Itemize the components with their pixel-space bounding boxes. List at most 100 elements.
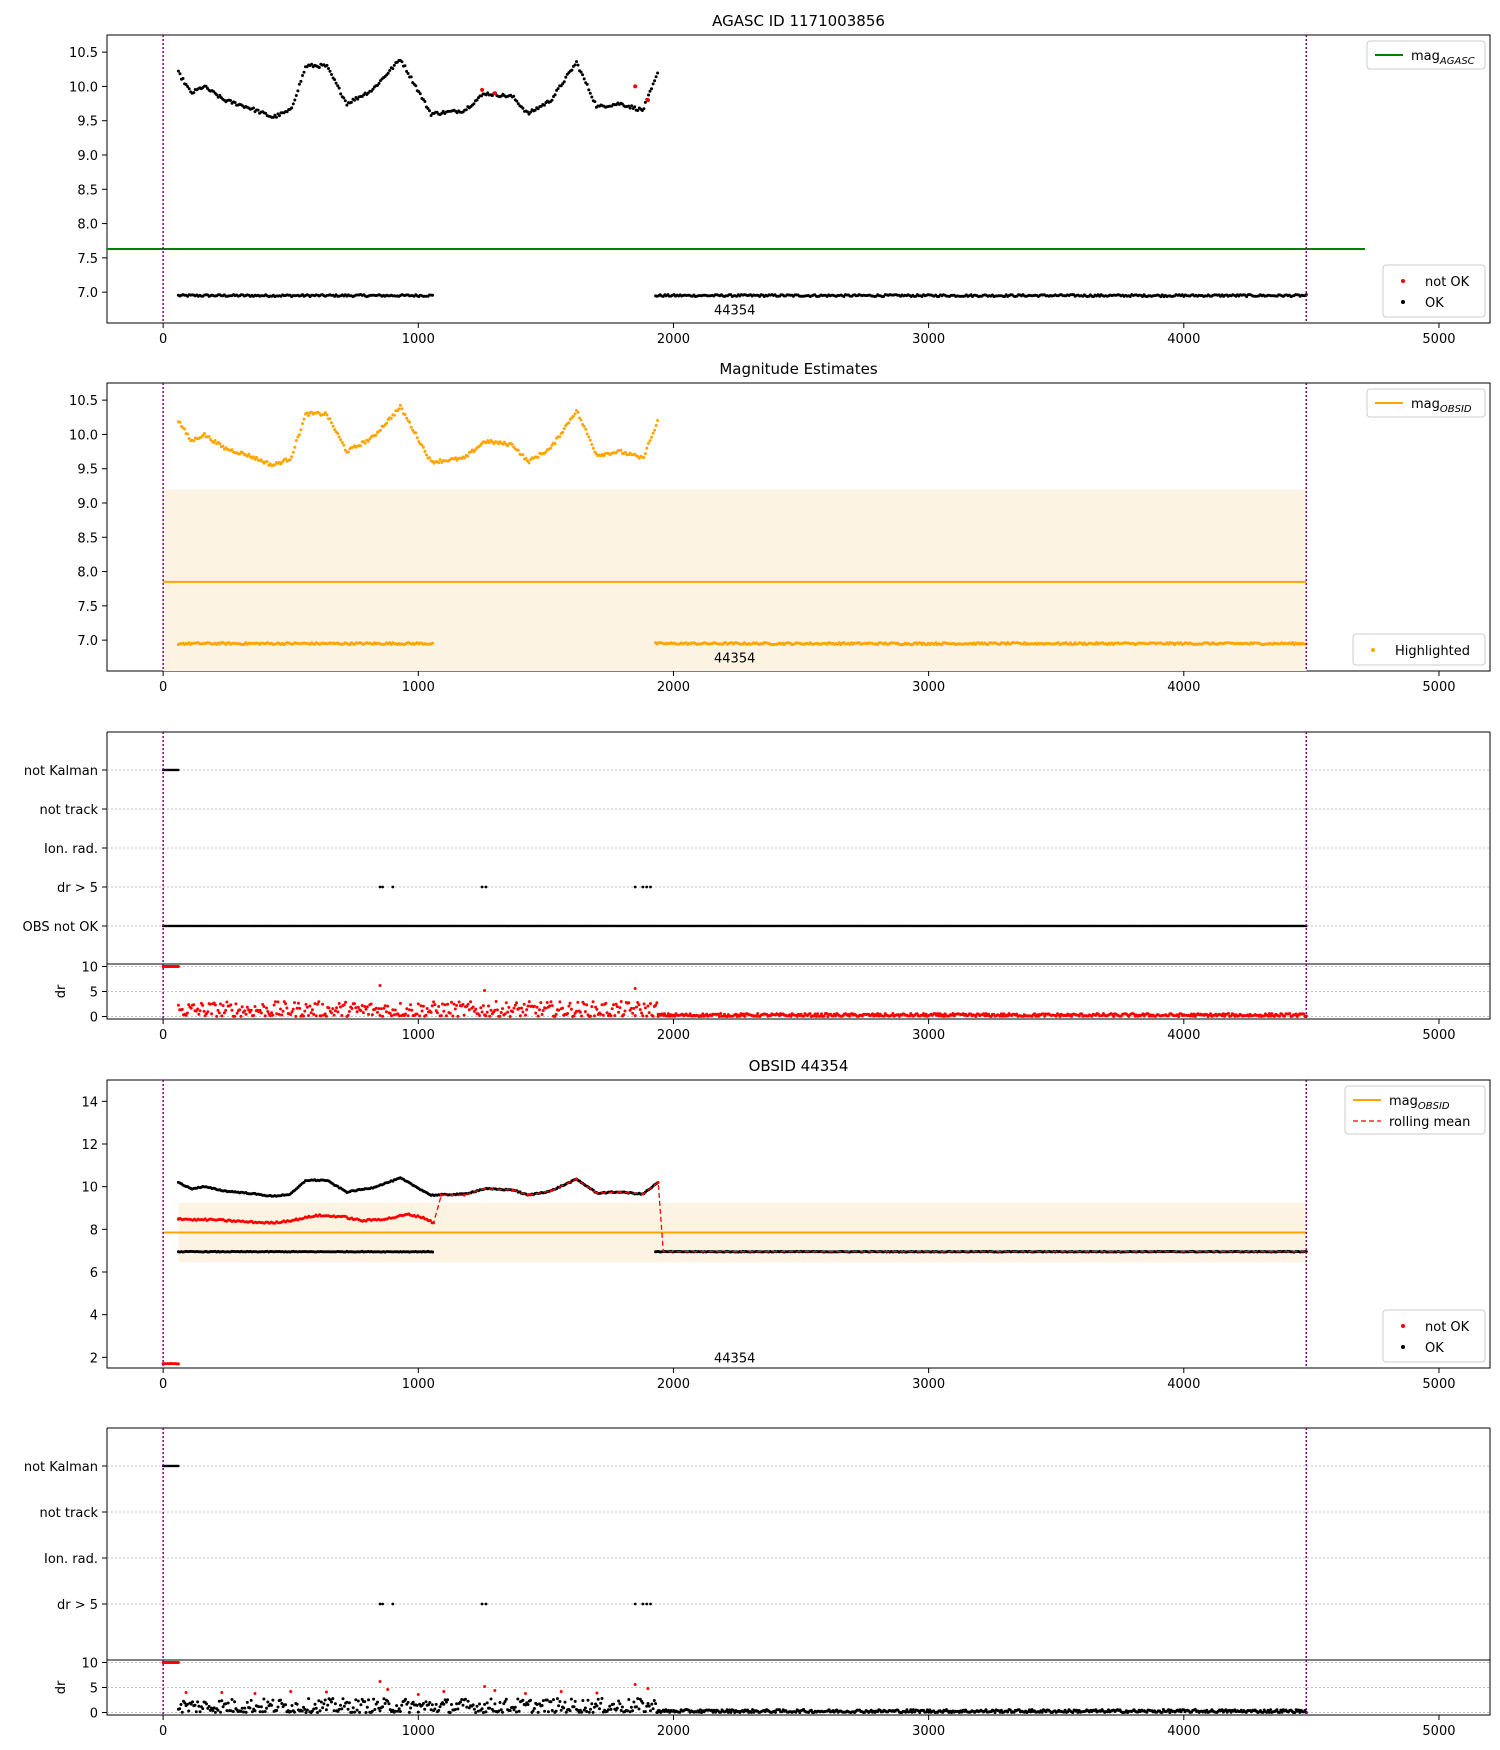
estimates-point [549, 446, 552, 450]
agasc-ytick-label: 8.0 [77, 218, 98, 233]
dr1-point [221, 1004, 225, 1008]
dr1-point [1146, 1012, 1150, 1016]
dr1-point [716, 1012, 720, 1016]
dr1-point [467, 1008, 471, 1012]
dr1-point [307, 1014, 311, 1017]
estimates-xtick-label: 1000 [402, 680, 435, 695]
dr1-point [525, 1008, 529, 1012]
dr1-point [545, 1001, 549, 1004]
dr1-point [220, 1014, 224, 1018]
dr1-point [484, 1014, 488, 1018]
dr1-point [310, 1008, 314, 1012]
estimates-point [474, 448, 477, 452]
agasc-point [441, 109, 445, 113]
dr1-point [614, 1002, 618, 1006]
dr1-point [643, 1006, 647, 1010]
flags1-flag-point [391, 885, 395, 889]
estimates-legend-label: Highlighted [1395, 644, 1470, 659]
dr1-point [1001, 1014, 1005, 1018]
dr1-point [820, 1012, 823, 1016]
dr1-point [313, 1002, 317, 1006]
agasc-point [585, 82, 589, 86]
flags1-category-label: not Kalman [24, 764, 98, 779]
dr1-point [230, 1008, 234, 1012]
dr1-point [1070, 1014, 1073, 1018]
estimates-ytick-label: 9.0 [77, 497, 98, 512]
dr1-point [424, 1013, 428, 1017]
estimates-point [585, 432, 589, 436]
dr1-point [321, 1002, 325, 1006]
agasc-point [409, 75, 413, 79]
estimates-point [343, 448, 347, 452]
dr1-point [443, 1003, 447, 1007]
dr1-point [499, 1011, 503, 1014]
dr1-ytick-label: 0 [90, 1011, 98, 1026]
estimates-point [284, 457, 288, 461]
dr1-point [590, 1005, 594, 1009]
dr1-point [259, 1011, 263, 1015]
dr1-point [526, 1004, 530, 1008]
dr1-point [189, 1006, 193, 1010]
estimates-point [562, 427, 566, 431]
dr1-point [922, 1012, 925, 1016]
estimates-xtick-label: 4000 [1167, 680, 1200, 695]
dr1-point [999, 1012, 1003, 1016]
agasc-legend-ref-main: mag [1411, 49, 1440, 64]
dr1-point [347, 1010, 351, 1013]
dr1-point [353, 1002, 356, 1006]
dr1-point [600, 1003, 604, 1007]
estimates-point [212, 441, 216, 445]
agasc-point [480, 87, 485, 92]
dr1-point [1283, 1014, 1287, 1018]
estimates-point [252, 455, 255, 459]
estimates-point [379, 428, 382, 432]
dr1-point [363, 1005, 367, 1008]
agasc-point [582, 77, 586, 81]
dr1-point [262, 1005, 266, 1008]
dr1-point [219, 1002, 222, 1006]
dr1-point [456, 1014, 460, 1018]
estimates-point [323, 411, 327, 415]
estimates-point [602, 454, 606, 458]
estimates-point [385, 421, 389, 425]
estimates-point [301, 422, 304, 426]
dr1-point [238, 1008, 242, 1012]
dr1-point [717, 1015, 721, 1018]
agasc-point [490, 94, 494, 98]
estimates-point [466, 454, 470, 458]
estimates-point [463, 456, 467, 460]
agasc-point [472, 102, 476, 106]
dr1-point [610, 1007, 614, 1011]
dr1-point [605, 1011, 609, 1015]
dr1-point [370, 1013, 374, 1017]
agasc-point [429, 114, 433, 117]
estimates-point [423, 449, 427, 453]
dr1-point [527, 1000, 531, 1004]
estimates-point [333, 428, 337, 432]
estimates-point [221, 444, 225, 448]
dr1-point [534, 1011, 538, 1015]
dr1-point [540, 1013, 544, 1016]
dr1-point [1054, 1014, 1058, 1018]
agasc-point [293, 98, 297, 102]
agasc-point [392, 63, 396, 67]
dr1-point [834, 1014, 837, 1018]
dr1-xtick-label: 5000 [1422, 1028, 1455, 1043]
estimates-ytick-label: 8.5 [77, 531, 98, 546]
dr1-point [382, 1006, 386, 1010]
dr1-point [393, 1008, 397, 1012]
estimates-point [654, 424, 658, 427]
dr1-point [213, 1003, 217, 1007]
agasc-point [542, 103, 546, 107]
estimates-point [302, 417, 306, 421]
estimates-legend-ref-label: magOBSID [1411, 397, 1472, 415]
dr1-point [235, 1011, 239, 1015]
dr1-point [392, 1013, 396, 1017]
dr1-point [816, 1012, 820, 1016]
estimates-point [405, 416, 409, 420]
estimates-point [415, 436, 419, 440]
agasc-point [330, 73, 333, 76]
agasc-point [562, 80, 566, 84]
